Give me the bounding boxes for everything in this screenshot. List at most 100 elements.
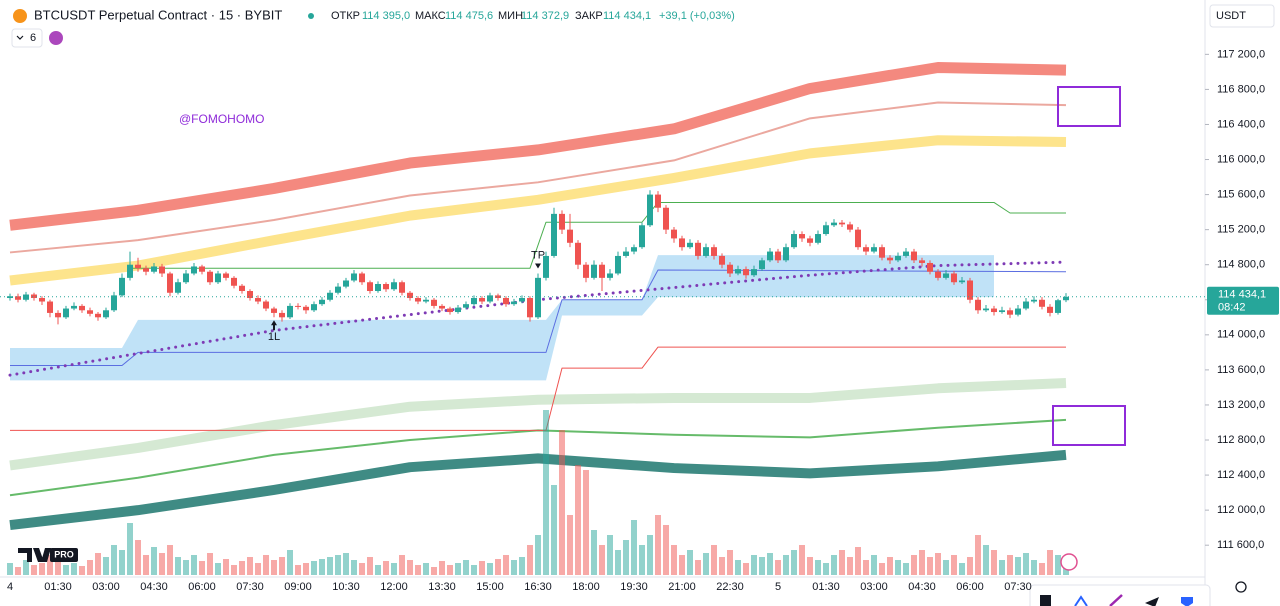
- candle-body: [351, 273, 357, 281]
- candle-body: [679, 238, 685, 248]
- indicator-line: [9, 135, 1067, 286]
- symbol-title: BTCUSDT Perpetual Contract · 15 · BYBIT: [34, 7, 282, 22]
- candle-body: [735, 269, 741, 274]
- candle-body: [887, 257, 893, 261]
- candle-body: [551, 213, 557, 256]
- x-tick-label: 10:30: [332, 581, 360, 593]
- volume-bar: [991, 550, 997, 575]
- volume-bar: [863, 560, 869, 575]
- alert-icon[interactable]: [1060, 553, 1078, 571]
- volume-bar: [535, 535, 541, 575]
- volume-bar: [159, 553, 165, 575]
- candle-body: [343, 280, 349, 287]
- tool-icon[interactable]: [1074, 595, 1088, 606]
- candle-body: [215, 273, 221, 283]
- indicator-line: [10, 346, 1066, 431]
- currency-button[interactable]: [1209, 4, 1275, 28]
- candle-body: [239, 285, 245, 292]
- candle-body: [223, 273, 229, 278]
- tool-icon[interactable]: [1109, 594, 1123, 606]
- tool-icon[interactable]: [1040, 595, 1051, 606]
- candle-body: [71, 305, 77, 309]
- volume-bar: [751, 555, 757, 575]
- x-tick-label: 18:00: [572, 581, 600, 593]
- volume-bar: [959, 563, 965, 575]
- volume-bar: [431, 567, 437, 575]
- drawn-box: [1052, 405, 1126, 446]
- sync-icon[interactable]: [49, 31, 63, 45]
- tool-icon[interactable]: [1145, 597, 1159, 606]
- indicator-line: [10, 269, 1067, 367]
- candle-body: [823, 225, 829, 235]
- candle-body: [903, 251, 909, 256]
- candle-body: [631, 247, 637, 252]
- candle-body: [311, 304, 317, 311]
- logo-text: PRO: [54, 549, 74, 559]
- candle-body: [327, 292, 333, 300]
- volume-bar: [607, 535, 613, 575]
- candle-body: [703, 247, 709, 256]
- volume-bar: [375, 565, 381, 575]
- annotation-arrow: [271, 320, 277, 331]
- candle-body: [55, 312, 61, 318]
- candle-body: [407, 292, 413, 299]
- candle-body: [647, 194, 653, 226]
- volume-bar: [975, 535, 981, 575]
- volume-bar: [119, 550, 125, 575]
- volume-bar: [15, 567, 21, 575]
- volume-bar: [79, 566, 85, 575]
- volume-bar: [527, 545, 533, 575]
- volume-bar: [935, 553, 941, 575]
- tool-icon[interactable]: [1181, 597, 1193, 606]
- volume-bar: [807, 557, 813, 575]
- y-tick-label: 115 200,0: [1217, 224, 1265, 236]
- x-tick-label: 07:30: [236, 581, 264, 593]
- candle-body: [895, 255, 901, 261]
- indicator-line: [9, 378, 1067, 471]
- volume-bar: [23, 560, 29, 575]
- candle-body: [1023, 301, 1029, 309]
- volume-bar: [199, 561, 205, 575]
- candle-body: [263, 301, 269, 309]
- candle-body: [383, 283, 389, 290]
- candle-body: [335, 286, 341, 293]
- candle-body: [439, 305, 445, 309]
- candle-body: [943, 273, 949, 278]
- volume-bar: [135, 540, 141, 575]
- volume-bar: [351, 560, 357, 575]
- volume-bar: [655, 515, 661, 575]
- x-tick-label: 04:30: [140, 581, 168, 593]
- candle-body: [1063, 296, 1069, 301]
- candle-body: [455, 307, 461, 313]
- chevron: [16, 35, 24, 40]
- candle-body: [767, 251, 773, 261]
- watermark: @FOMOHOMO: [179, 112, 265, 126]
- candle-body: [639, 225, 645, 248]
- volume-bar: [695, 560, 701, 575]
- candle-body: [191, 266, 197, 274]
- candle-body: [231, 277, 237, 286]
- volume-bar: [479, 561, 485, 575]
- volume-bar: [487, 563, 493, 575]
- candle-body: [415, 298, 421, 302]
- volume-bar: [1023, 553, 1029, 575]
- volume-bar: [271, 560, 277, 575]
- volume-bar: [1039, 563, 1045, 575]
- candle-body: [991, 308, 997, 313]
- volume-bar: [775, 560, 781, 575]
- settings-icon[interactable]: [1235, 581, 1247, 593]
- indicator-toggle[interactable]: [11, 28, 43, 48]
- x-tick-label: 15:00: [476, 581, 504, 593]
- x-tick-label: 06:00: [188, 581, 216, 593]
- volume-bar: [255, 563, 261, 575]
- ohlc-value: 114 372,9: [521, 10, 569, 22]
- x-tick-label: 01:30: [44, 581, 72, 593]
- x-tick-label: 09:00: [284, 581, 312, 593]
- volume-bar: [287, 550, 293, 575]
- candle-body: [879, 247, 885, 258]
- candle-body: [863, 247, 869, 252]
- candle-body: [575, 242, 581, 265]
- candle-body: [935, 271, 941, 278]
- x-tick-label: 16:30: [524, 581, 552, 593]
- volume-bar: [359, 563, 365, 575]
